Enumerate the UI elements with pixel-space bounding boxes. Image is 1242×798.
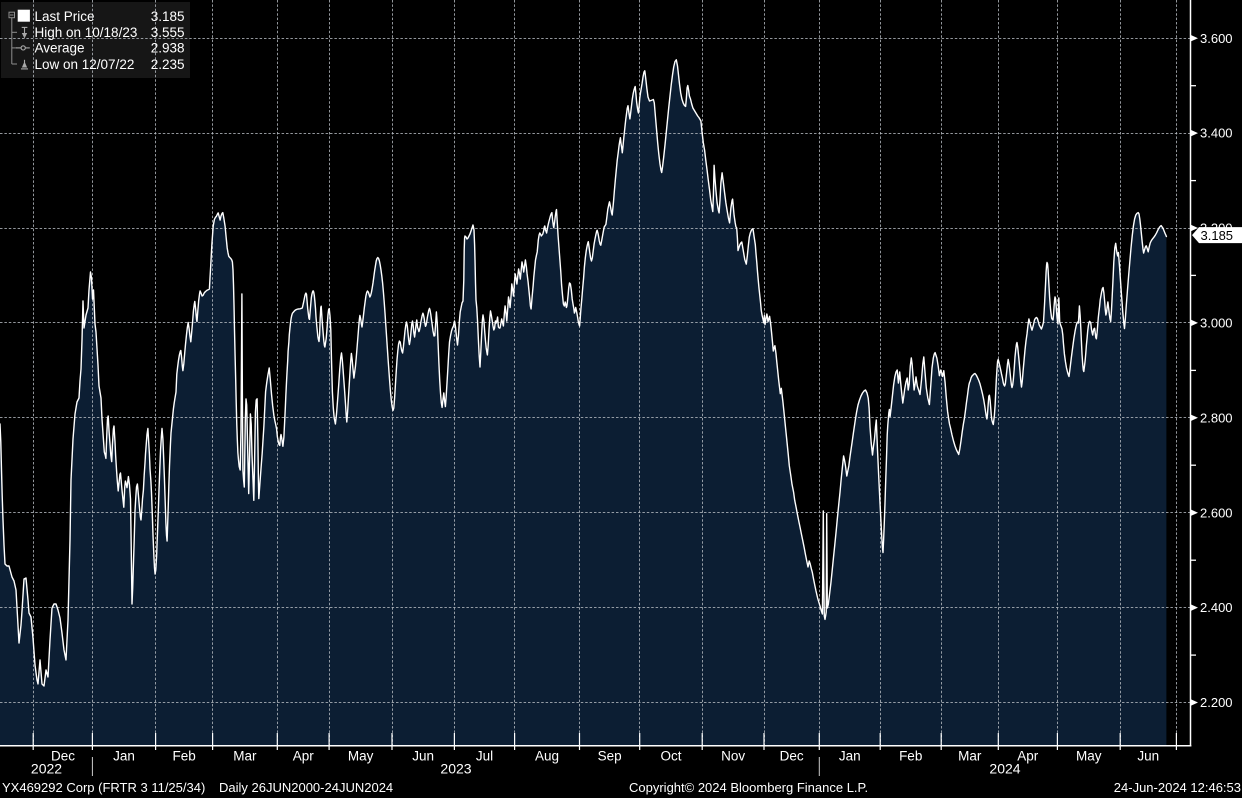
svg-text:Mar: Mar <box>233 749 257 764</box>
svg-text:3.000: 3.000 <box>1200 316 1233 331</box>
svg-text:Last Price: Last Price <box>35 9 95 24</box>
svg-text:Jan: Jan <box>113 749 135 764</box>
svg-text:Nov: Nov <box>721 749 745 764</box>
svg-text:Jul: Jul <box>476 749 493 764</box>
svg-text:May: May <box>348 749 374 764</box>
svg-text:Jan: Jan <box>839 749 861 764</box>
svg-text:3.185: 3.185 <box>151 9 185 24</box>
svg-text:Feb: Feb <box>172 749 195 764</box>
svg-text:3.555: 3.555 <box>151 25 185 40</box>
svg-text:2.400: 2.400 <box>1200 600 1233 615</box>
svg-text:Jun: Jun <box>1137 749 1159 764</box>
svg-text:Average: Average <box>35 41 85 56</box>
svg-text:Dec: Dec <box>51 749 75 764</box>
svg-text:3.600: 3.600 <box>1200 31 1233 46</box>
svg-text:Jun: Jun <box>412 749 434 764</box>
svg-text:2022: 2022 <box>31 761 62 777</box>
svg-text:3.185: 3.185 <box>1201 228 1234 243</box>
svg-text:High on 10/18/23: High on 10/18/23 <box>35 25 138 40</box>
svg-text:May: May <box>1076 749 1102 764</box>
svg-text:3.400: 3.400 <box>1200 126 1233 141</box>
svg-text:Daily 26JUN2000-24JUN2024: Daily 26JUN2000-24JUN2024 <box>219 780 393 795</box>
svg-text:2023: 2023 <box>440 761 471 777</box>
svg-text:Oct: Oct <box>660 749 681 764</box>
svg-text:Mar: Mar <box>958 749 982 764</box>
svg-text:24-Jun-2024 12:46:53: 24-Jun-2024 12:46:53 <box>1114 780 1241 795</box>
svg-text:Apr: Apr <box>1017 749 1039 764</box>
svg-text:YX469292 Corp (FRTR 3 11/25/34: YX469292 Corp (FRTR 3 11/25/34) <box>2 780 205 795</box>
svg-text:Low on 12/07/22: Low on 12/07/22 <box>35 57 135 72</box>
svg-text:Feb: Feb <box>899 749 922 764</box>
svg-text:Dec: Dec <box>780 749 804 764</box>
svg-text:2.600: 2.600 <box>1200 505 1233 520</box>
svg-text:2.800: 2.800 <box>1200 410 1233 425</box>
svg-text:Sep: Sep <box>598 749 622 764</box>
svg-text:Copyright© 2024 Bloomberg Fina: Copyright© 2024 Bloomberg Finance L.P. <box>629 780 868 795</box>
svg-text:2.938: 2.938 <box>151 41 185 56</box>
svg-text:2.235: 2.235 <box>151 57 185 72</box>
svg-text:2024: 2024 <box>989 761 1020 777</box>
svg-text:Apr: Apr <box>293 749 315 764</box>
svg-text:Aug: Aug <box>535 749 559 764</box>
svg-text:2.200: 2.200 <box>1200 695 1233 710</box>
